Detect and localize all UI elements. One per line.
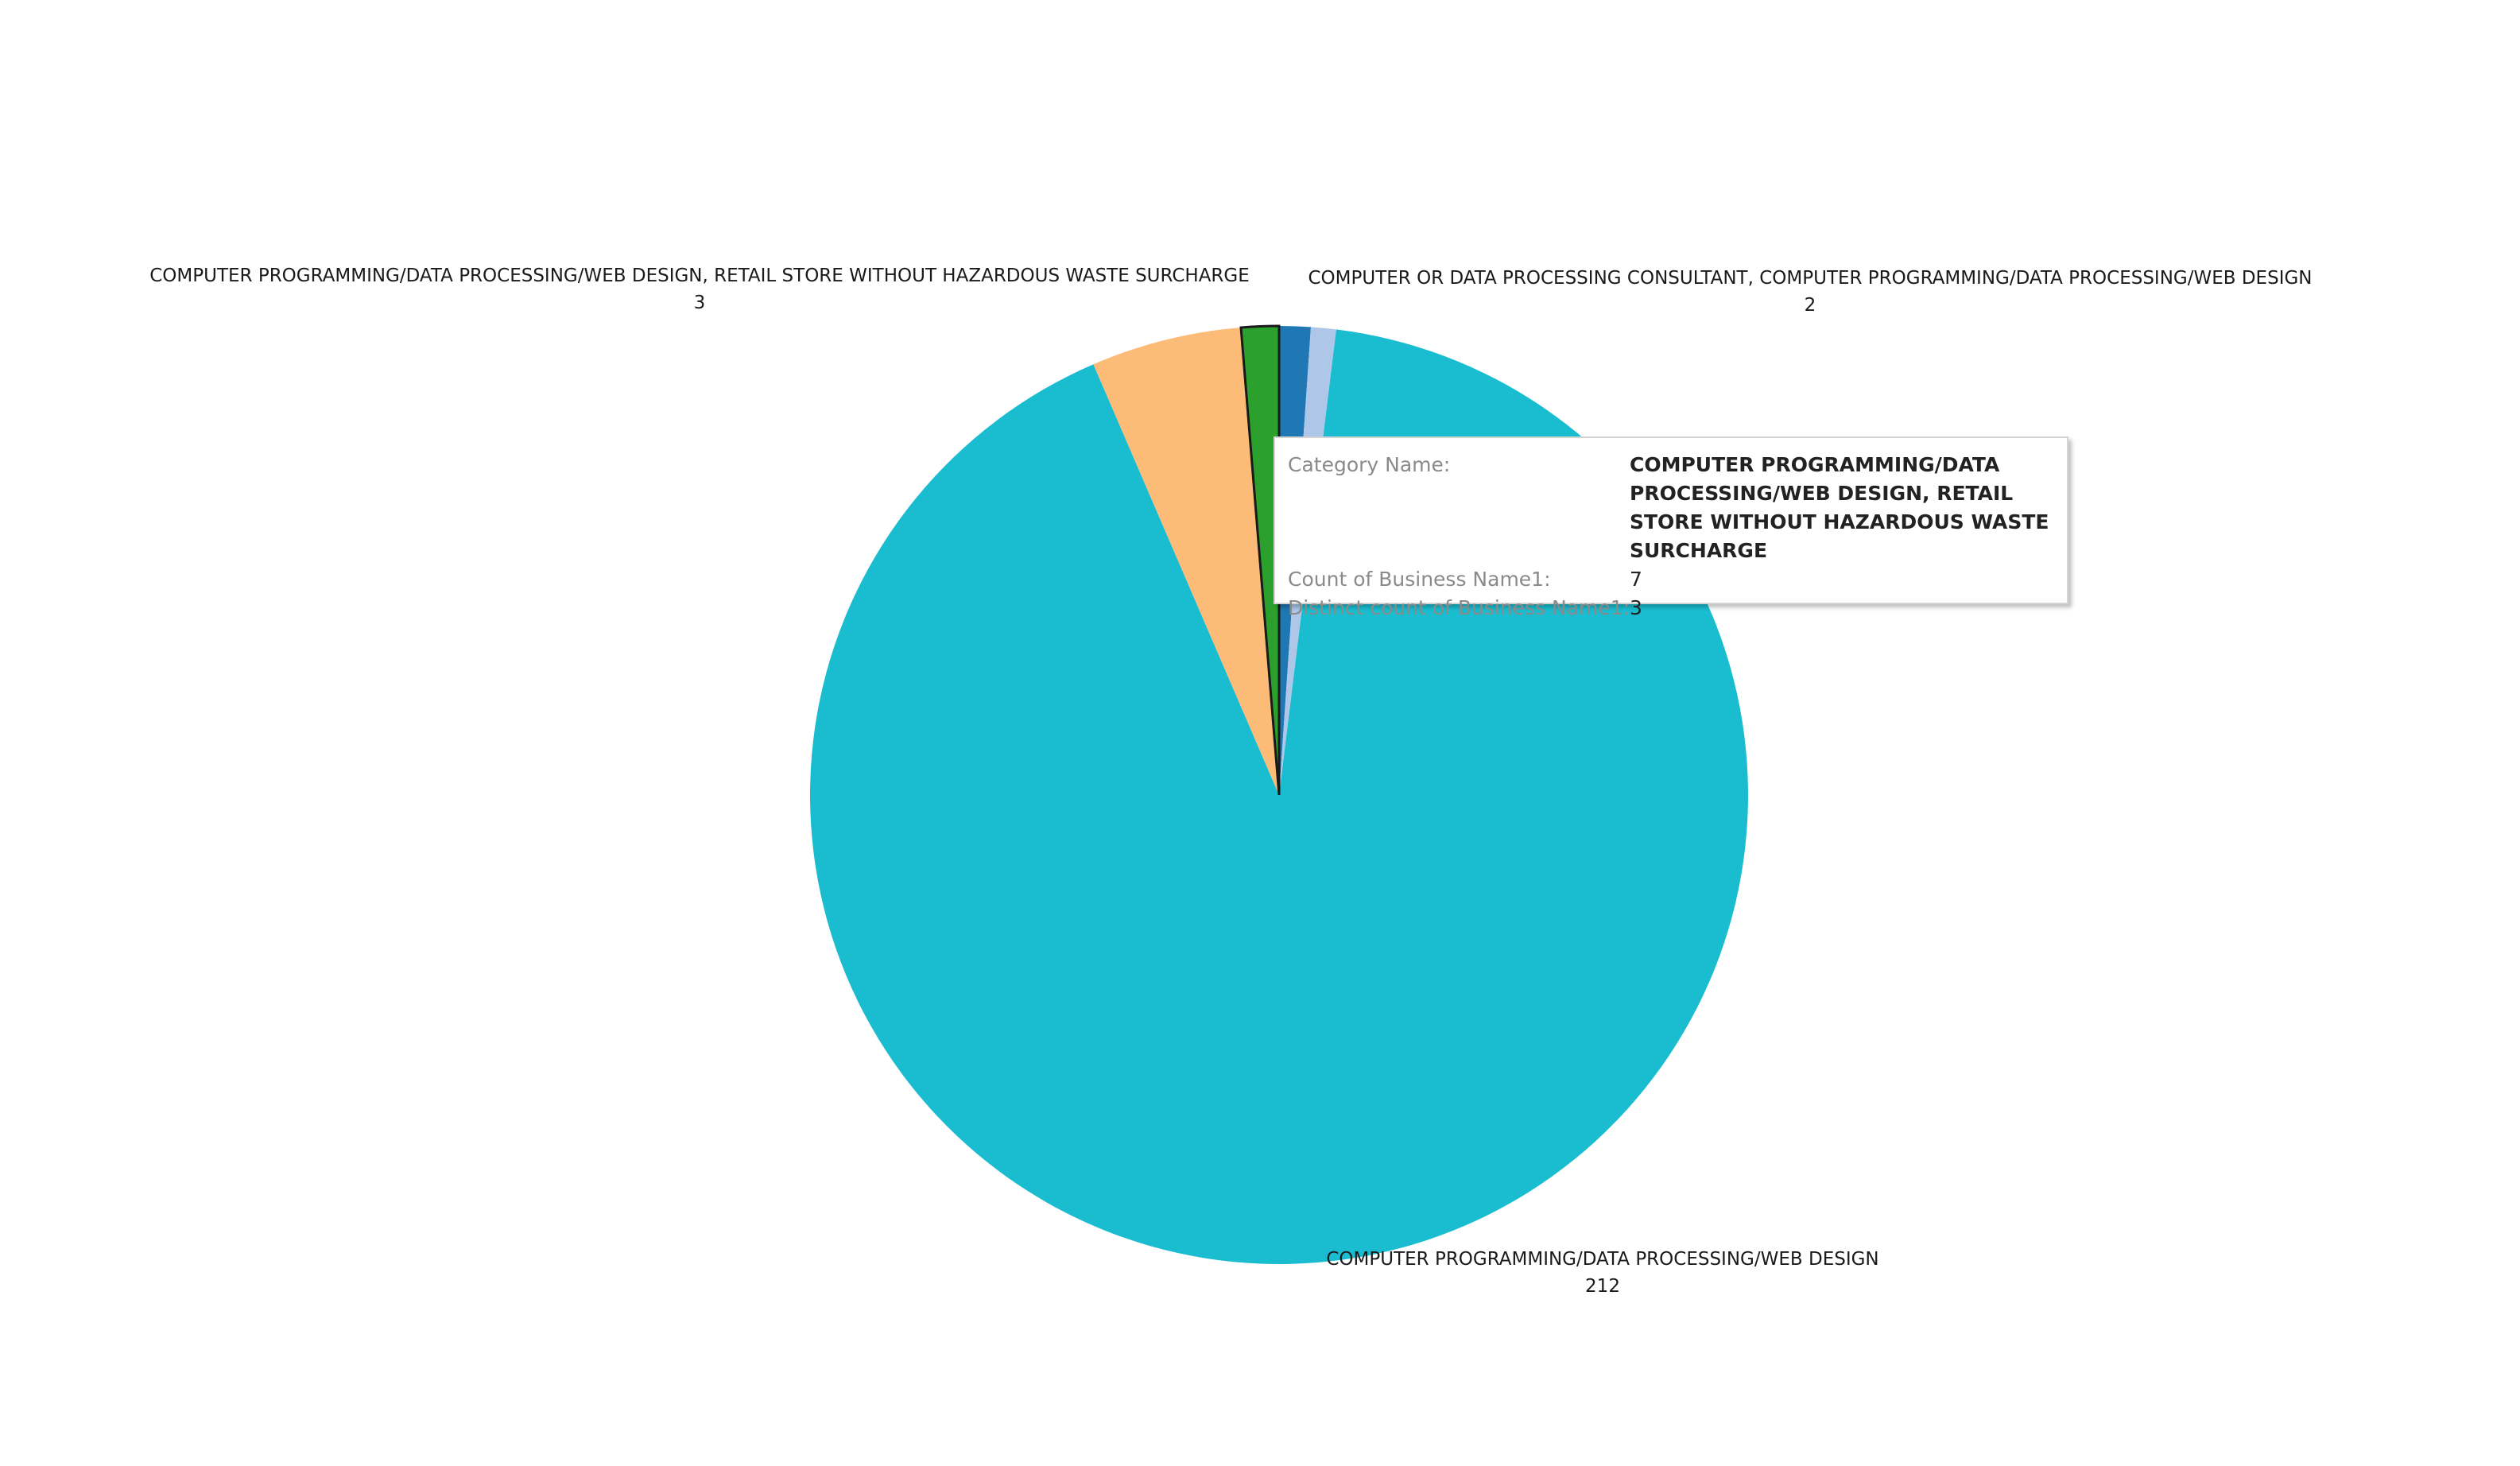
tooltip-count-key: Count of Business Name1: [1288, 568, 1551, 591]
tooltip-row-count: Count of Business Name1: 7 [1288, 565, 2067, 594]
tooltip: Category Name: COMPUTER PROGRAMMING/DATA… [1274, 436, 2068, 619]
slice-label-web-design: COMPUTER PROGRAMMING/DATA PROCESSING/WEB… [1326, 1246, 1878, 1300]
tooltip-category-value: COMPUTER PROGRAMMING/DATA PROCESSING/WEB… [1630, 453, 2049, 562]
slice-label-name: COMPUTER OR DATA PROCESSING CONSULTANT, … [1308, 268, 2313, 289]
tooltip-distinct-key: Distinct count of Business Name1: [1288, 596, 1630, 619]
slice-label-value: 3 [693, 293, 706, 313]
slice-label-name: COMPUTER PROGRAMMING/DATA PROCESSING/WEB… [1326, 1249, 1879, 1270]
slice-label-value: 212 [1585, 1276, 1620, 1297]
slice-label-value: 2 [1804, 295, 1816, 316]
slice-label-retail-combo: COMPUTER PROGRAMMING/DATA PROCESSING/WEB… [149, 262, 1250, 316]
tooltip-count-value: 7 [1630, 568, 1642, 591]
tooltip-category-key: Category Name: [1288, 453, 1451, 476]
pie-slice-1[interactable] [1093, 327, 1279, 795]
slice-label-consultant-combo: COMPUTER OR DATA PROCESSING CONSULTANT, … [1308, 265, 2312, 319]
slice-label-name: COMPUTER PROGRAMMING/DATA PROCESSING/WEB… [149, 266, 1250, 286]
tooltip-row-category: Category Name: COMPUTER PROGRAMMING/DATA… [1288, 451, 2067, 565]
tooltip-distinct-value: 3 [1630, 596, 1642, 619]
pie-slice-2[interactable] [1239, 324, 1281, 796]
tooltip-row-distinct: Distinct count of Business Name1: 3 [1288, 594, 2067, 622]
